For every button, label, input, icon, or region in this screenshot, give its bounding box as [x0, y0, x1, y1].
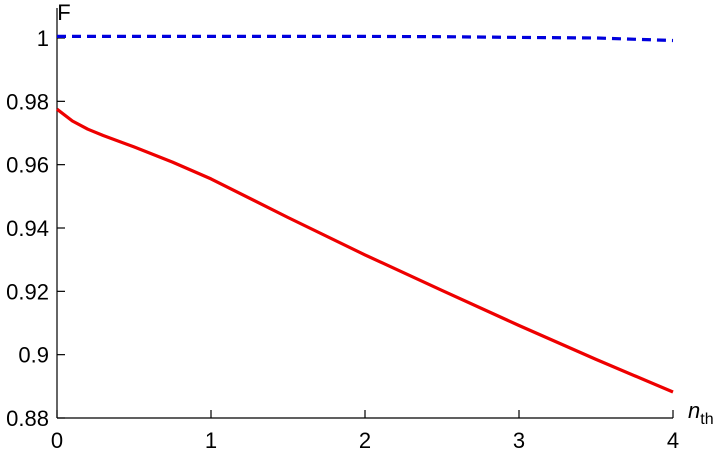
- x-tick-label: 4: [667, 428, 679, 450]
- x-tick-label: 2: [359, 428, 371, 450]
- axes: [56, 8, 673, 419]
- y-tick-label: 0.96: [6, 153, 49, 178]
- ticks: 0 1 2 3 4 0.88 0.9 0.92 0.94 0.96 0.98 1: [6, 26, 679, 450]
- x-tick-label: 3: [513, 428, 525, 450]
- x-axis-title-main: n: [688, 398, 700, 423]
- y-tick-label: 0.9: [18, 343, 49, 368]
- x-tick-label: 0: [51, 428, 63, 450]
- x-tick-label: 1: [205, 428, 217, 450]
- y-tick-label: 1: [37, 26, 49, 51]
- solid-series-line: [56, 107, 674, 394]
- y-tick-label: 0.92: [6, 279, 49, 304]
- x-axis-title: nth: [688, 398, 714, 428]
- dashed-series-line: [57, 34, 674, 43]
- y-tick-label: 0.98: [6, 89, 49, 114]
- y-tick-label: 0.94: [6, 216, 49, 241]
- y-tick-label: 0.88: [6, 406, 49, 431]
- x-axis-title-sub: th: [700, 411, 713, 428]
- series-layer: [56, 34, 674, 394]
- y-axis-title: F: [57, 0, 70, 25]
